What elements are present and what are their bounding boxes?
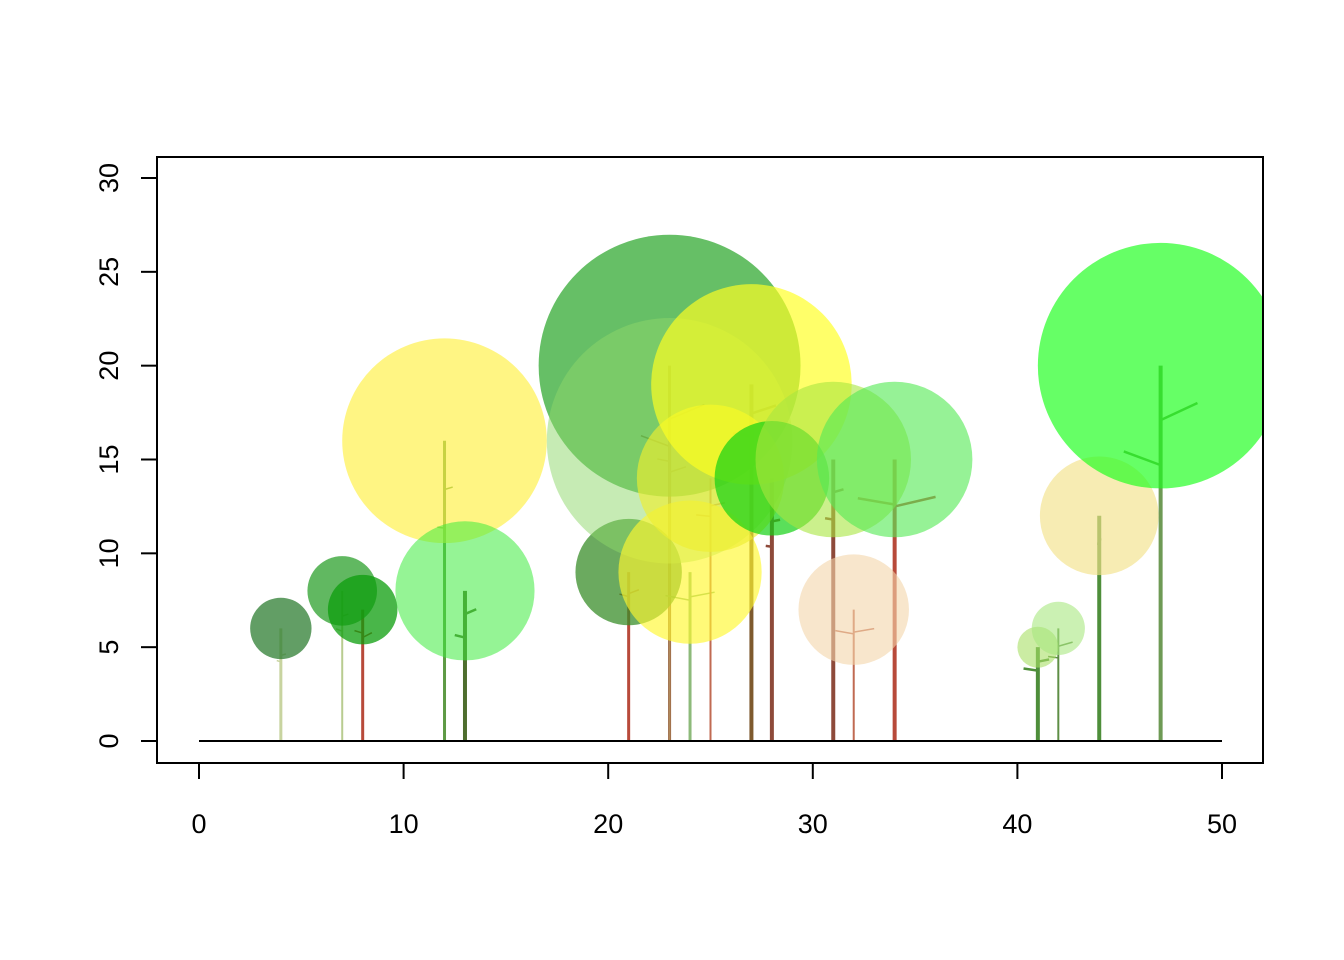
tree-crown-17 [1039, 456, 1159, 576]
x-tick-label-0: 0 [191, 809, 206, 839]
tree-branch-11-0 [765, 544, 773, 549]
tree-crown-3 [342, 338, 547, 544]
y-tick-label-3: 15 [94, 444, 124, 474]
tree-crown-14 [816, 381, 973, 538]
x-tick-label-2: 20 [593, 809, 623, 839]
axis-layer: 0 10 20 30 40 50 0 5 10 15 20 25 30 [94, 156, 1264, 839]
tree-crown-13 [798, 554, 909, 665]
tree-crown-18 [1037, 242, 1263, 489]
tree-crown-0 [250, 597, 312, 660]
crown-layer [250, 234, 1263, 668]
x-tick-label-4: 40 [1002, 809, 1032, 839]
x-tick-label-5: 50 [1207, 809, 1237, 839]
x-tick-label-3: 30 [798, 809, 828, 839]
y-tick-label-5: 25 [94, 257, 124, 287]
tree-branch-0-0 [276, 659, 282, 663]
tree-crown-16 [1031, 601, 1085, 655]
tree-crown-2 [327, 574, 398, 645]
y-tick-label-0: 0 [94, 733, 124, 748]
y-tick-label-6: 30 [94, 163, 124, 193]
y-tick-label-1: 5 [94, 640, 124, 655]
y-tick-label-2: 10 [94, 538, 124, 568]
tree-crown-4 [395, 521, 535, 661]
tree-branch-15-0 [1023, 667, 1039, 672]
x-tick-label-1: 10 [389, 809, 419, 839]
y-tick-label-4: 20 [94, 351, 124, 381]
